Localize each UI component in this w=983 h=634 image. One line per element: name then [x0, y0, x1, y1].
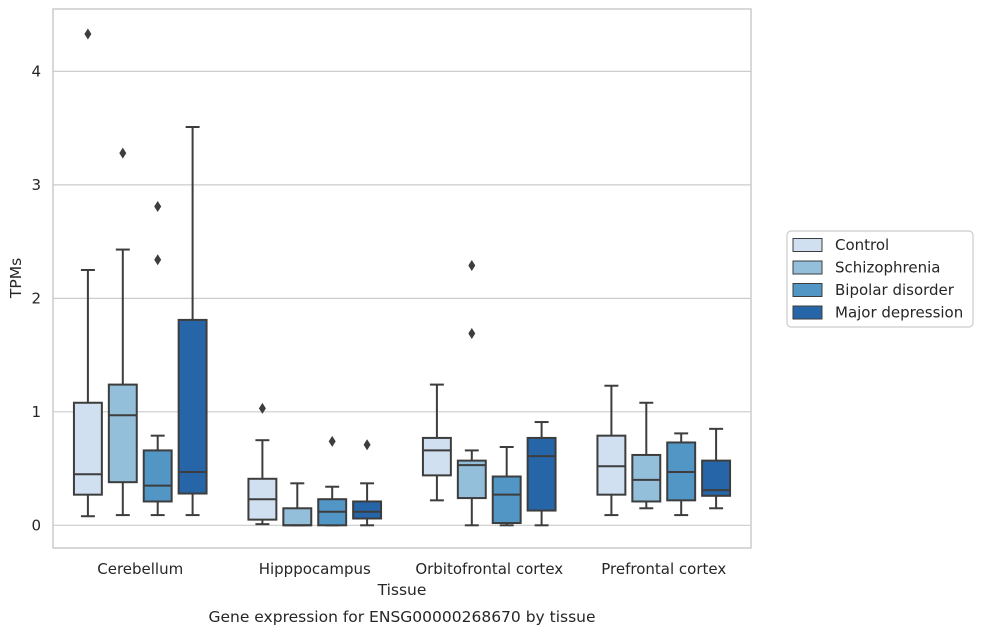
legend-label: Control — [835, 236, 889, 254]
box-1-1 — [282, 482, 313, 527]
y-tick-label: 0 — [31, 516, 41, 534]
outlier-point — [363, 439, 371, 451]
box-0-1 — [247, 402, 278, 526]
x-tick-label: Orbitofrontal cortex — [415, 560, 563, 578]
box-1-3 — [631, 401, 662, 510]
box-0-2 — [421, 383, 452, 502]
box-2-2 — [491, 446, 522, 527]
y-axis-label: TPMs — [7, 258, 25, 299]
box-iqr — [421, 436, 452, 477]
axes: 0 1 2 3 4 Cerebellum Hipppocampus Orbitofrontal… — [31, 8, 752, 578]
x-tick-label: Hipppocampus — [259, 560, 371, 578]
legend-label: Schizophrenia — [835, 259, 940, 277]
box-0-3 — [596, 384, 627, 517]
x-axis-label: Tissue — [377, 581, 427, 599]
box-iqr — [596, 434, 627, 496]
box-iqr — [352, 500, 383, 520]
outlier-point — [84, 28, 92, 40]
outlier-point — [258, 402, 266, 414]
y-tick-label: 4 — [31, 62, 41, 80]
legend-swatch — [792, 260, 823, 275]
box-iqr — [107, 383, 138, 484]
box-iqr — [177, 318, 208, 495]
legend-swatch — [792, 305, 823, 320]
box-iqr — [456, 459, 487, 500]
legend-frame — [786, 230, 974, 328]
box-3-0 — [177, 126, 208, 517]
plot-frame — [52, 8, 752, 549]
outlier-point — [119, 147, 127, 159]
y-tick-label: 2 — [31, 289, 41, 307]
box-2-1 — [317, 435, 348, 527]
legend-swatch — [792, 238, 823, 252]
box-1-2 — [456, 259, 487, 527]
legend: Control Schizophrenia Bipolar disorder Majo… — [786, 230, 974, 328]
box-iqr — [282, 507, 313, 527]
box-iqr — [631, 453, 662, 503]
box-iqr — [72, 401, 103, 496]
outlier-point — [468, 259, 476, 271]
x-tick-label: Prefrontal cortex — [601, 560, 726, 578]
box-1-0 — [107, 147, 138, 517]
outlier-point — [468, 328, 476, 340]
box-iqr — [491, 475, 522, 525]
box-2-0 — [142, 200, 173, 517]
outlier-point — [328, 435, 336, 447]
y-tick-label: 3 — [31, 176, 41, 194]
box-3-2 — [526, 421, 557, 527]
box-2-3 — [666, 432, 697, 517]
box-3-1 — [352, 439, 383, 527]
x-tick-label: Cerebellum — [97, 560, 183, 578]
y-tick-label: 1 — [31, 403, 41, 421]
legend-swatch — [792, 283, 823, 297]
box-plot-marks — [72, 28, 732, 527]
box-iqr — [526, 436, 557, 512]
chart-caption: Gene expression for ENSG00000268670 by t… — [208, 608, 595, 626]
legend-label: Major depression — [835, 304, 963, 322]
outlier-point — [154, 254, 162, 266]
outlier-point — [154, 200, 162, 212]
box-iqr — [142, 449, 173, 503]
box-3-3 — [701, 427, 732, 510]
box-0-0 — [72, 28, 103, 518]
legend-label: Bipolar disorder — [835, 281, 955, 299]
